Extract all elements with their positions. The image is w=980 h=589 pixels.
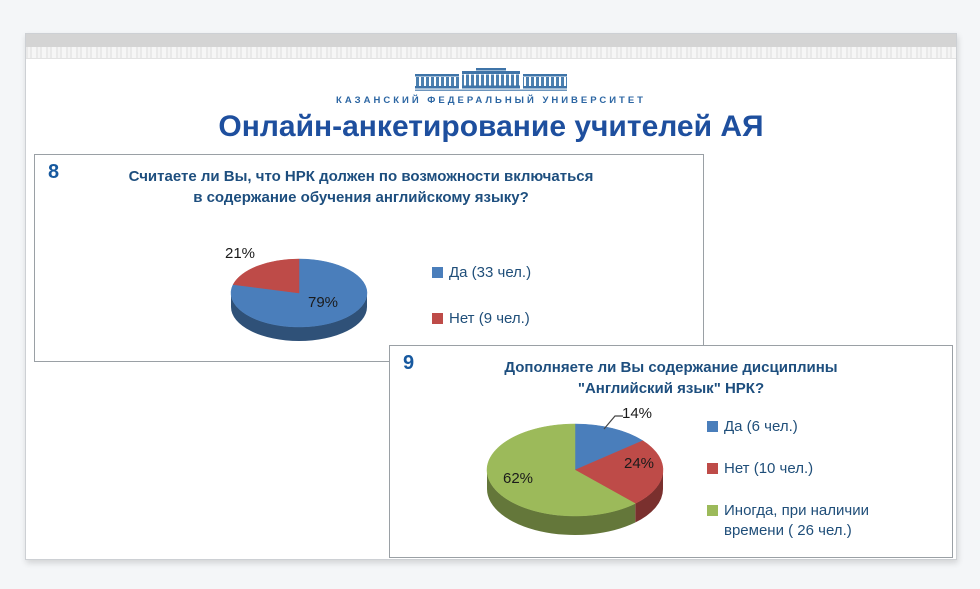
question-card-9: 9 Дополняете ли Вы содержание дисциплины… [389, 345, 953, 558]
legend-q8: Да (33 чел.) Нет (9 чел.) [432, 263, 531, 355]
question-number-9: 9 [403, 352, 415, 374]
university-building-icon [415, 68, 567, 91]
presentation-slide: КАЗАНСКИЙ ФЕДЕРАЛЬНЫЙ УНИВЕРСИТЕТ Онлайн… [25, 33, 957, 560]
svg-text:24%: 24% [624, 455, 654, 472]
slide-top-bar [26, 34, 956, 47]
svg-text:14%: 14% [622, 405, 652, 422]
legend-marker-green [707, 504, 718, 516]
legend-marker-blue [707, 421, 718, 432]
question-card-8: 8 Считаете ли Вы, что НРК должен по возм… [34, 154, 704, 362]
page-title: Онлайн-анкетирование учителей АЯ [218, 110, 764, 143]
legend-label: Да (33 чел.) [449, 264, 532, 281]
svg-text:21%: 21% [225, 245, 255, 262]
legend-label: Нет (10 чел.) [724, 459, 814, 477]
legend-item: Да (6 чел.) [707, 417, 892, 437]
question-title-8: Считаете ли Вы, что НРК должен по возмож… [128, 168, 594, 207]
question-number-8: 8 [48, 161, 60, 183]
slide-ornament-band [26, 47, 956, 59]
svg-text:79%: 79% [308, 294, 338, 311]
university-name: КАЗАНСКИЙ ФЕДЕРАЛЬНЫЙ УНИВЕРСИТЕТ [336, 95, 646, 106]
legend-label: Иногда, при наличии времени ( 26 чел.) [724, 501, 869, 539]
legend-item: Иногда, при наличии времени ( 26 чел.) [707, 501, 892, 541]
legend-item: Да (33 чел.) [432, 263, 531, 283]
legend-label: Нет (9 чел.) [449, 309, 530, 327]
legend-label: Да (6 чел.) [724, 418, 798, 435]
legend-marker-blue [432, 267, 443, 278]
svg-text:62%: 62% [503, 470, 533, 487]
pie-chart-q8: 79% 21% [225, 245, 368, 341]
question-title-9: Дополняете ли Вы содержание дисциплины "… [504, 359, 838, 398]
legend-marker-red [432, 312, 443, 324]
legend-item: Нет (10 чел.) [707, 459, 892, 479]
legend-q9: Да (6 чел.) Нет (10 чел.) Иногда, при на… [707, 417, 892, 563]
pie-chart-q9: 14% 24% 62% [486, 405, 664, 535]
legend-item: Нет (9 чел.) [432, 309, 531, 329]
university-header: КАЗАНСКИЙ ФЕДЕРАЛЬНЫЙ УНИВЕРСИТЕТ [26, 68, 956, 106]
legend-marker-red [707, 462, 718, 474]
